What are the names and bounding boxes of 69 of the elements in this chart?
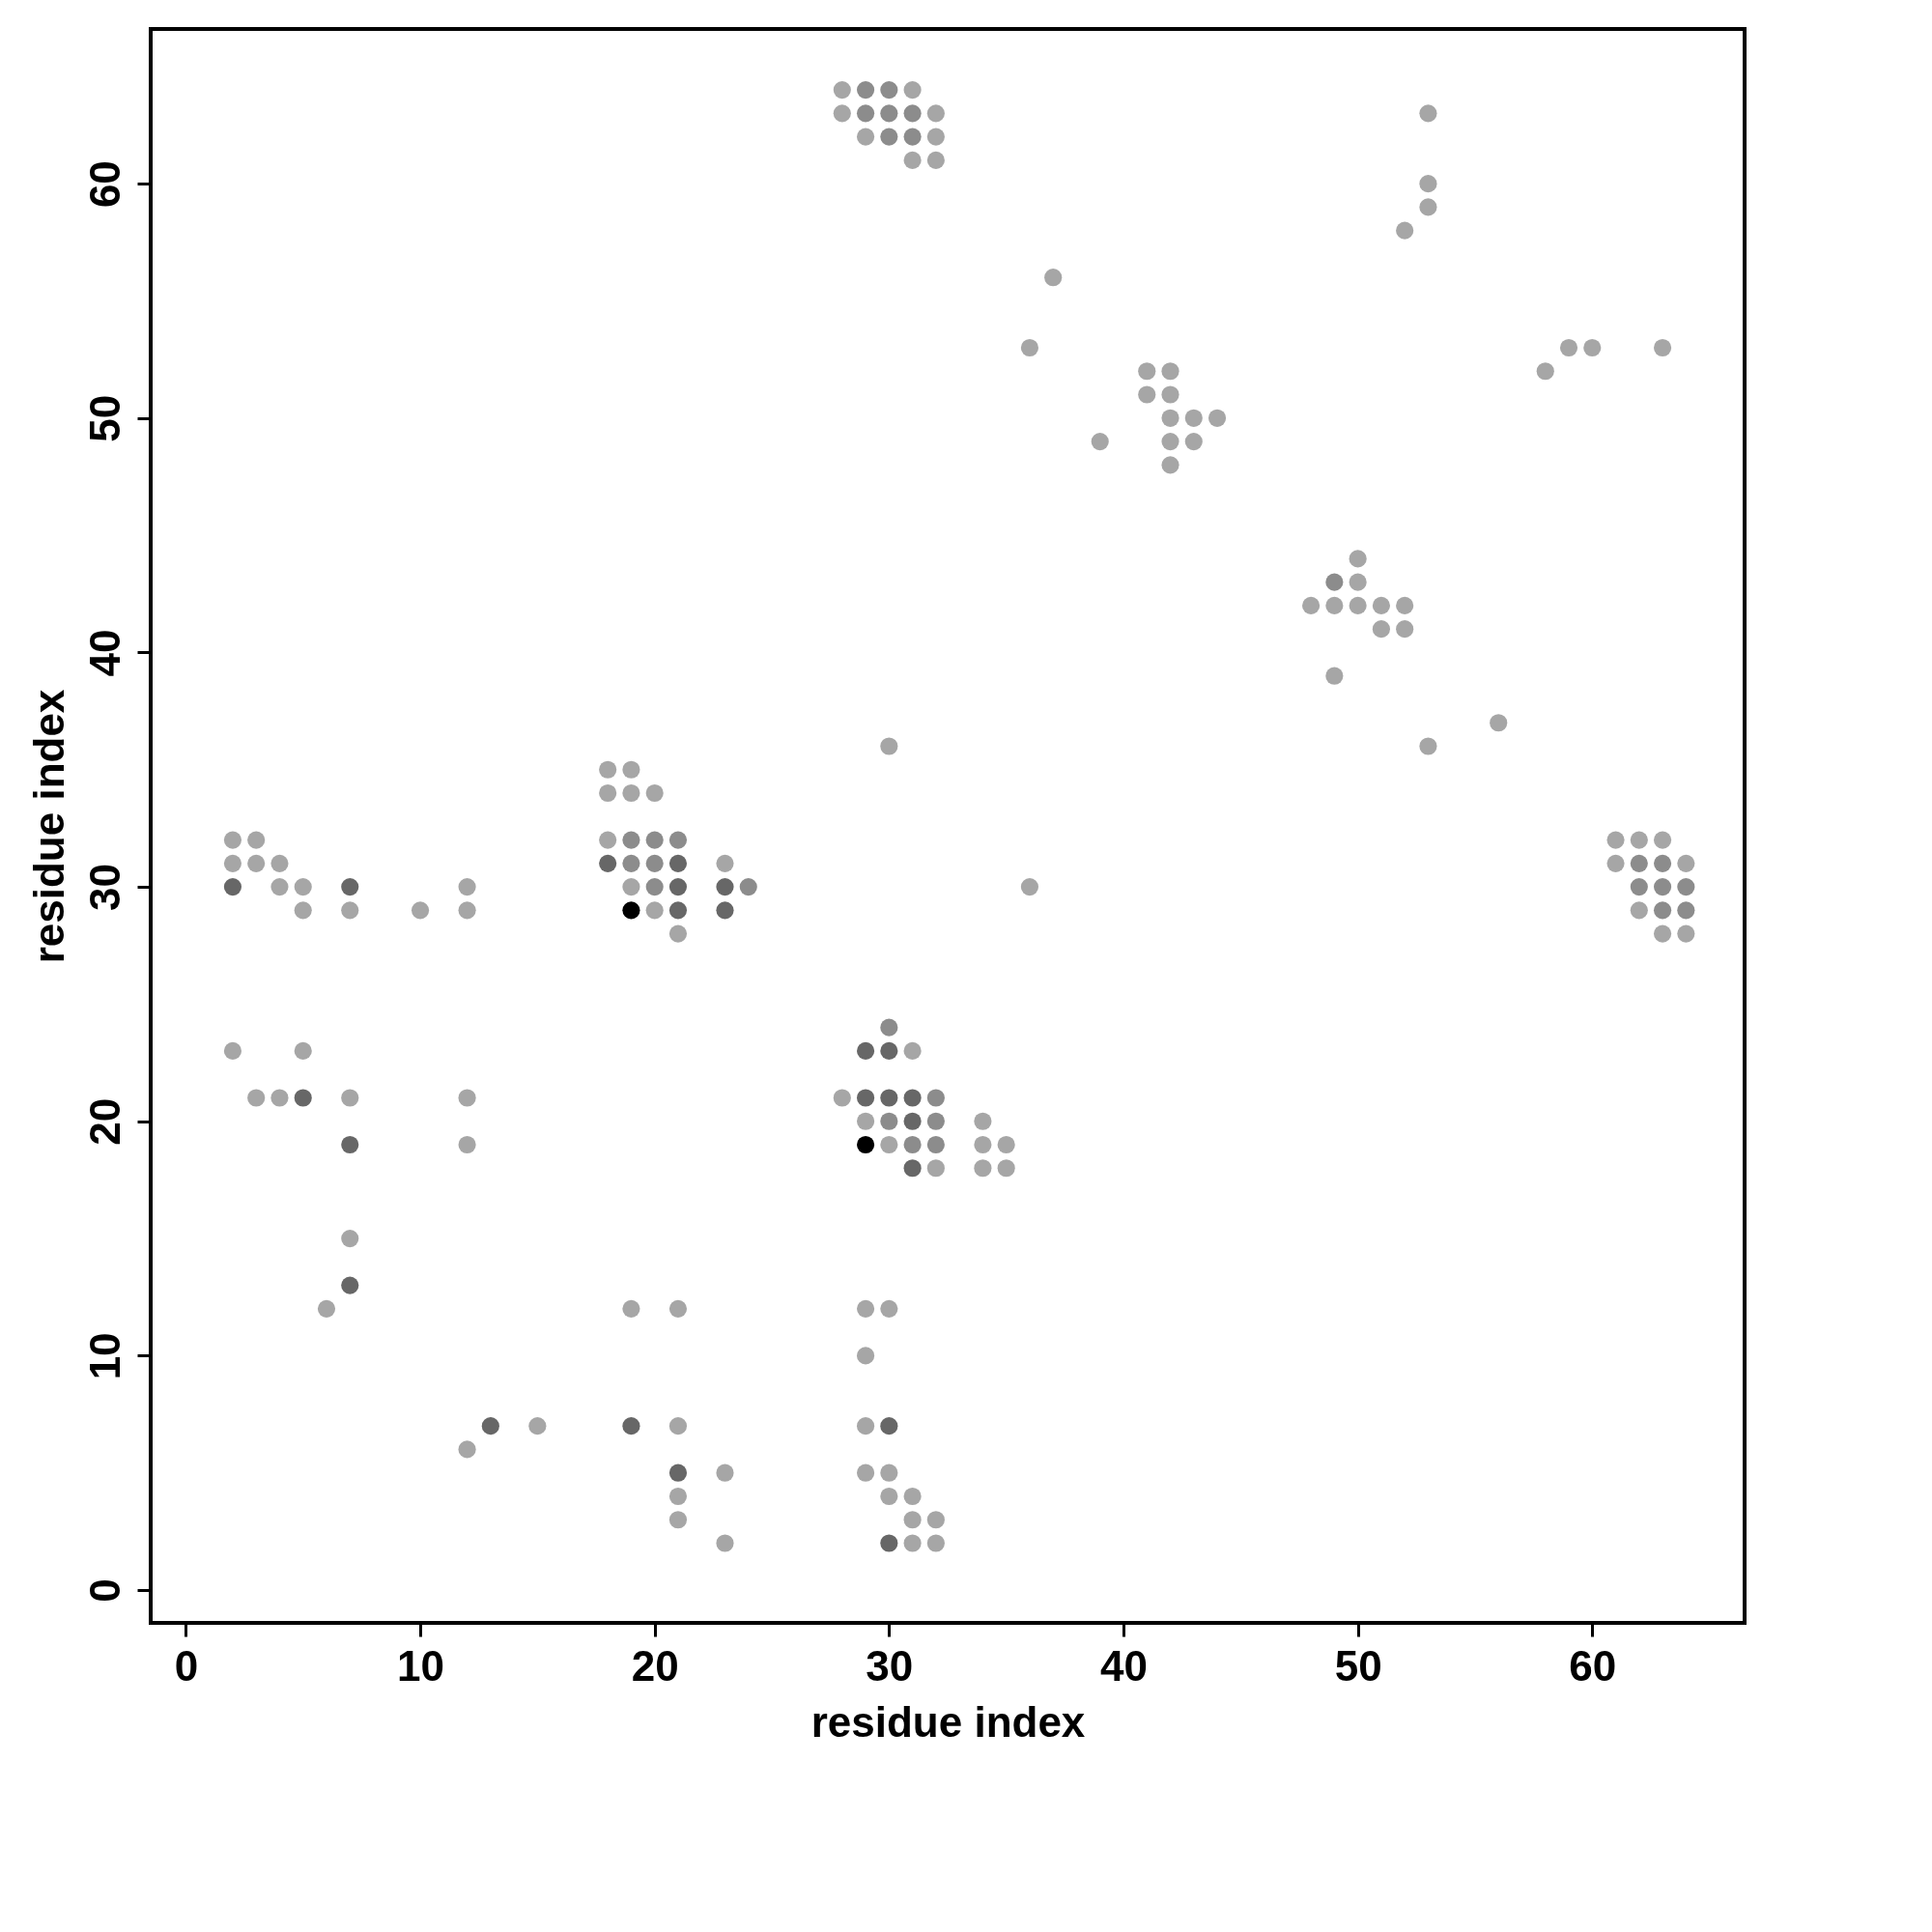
point [856, 104, 875, 123]
point [645, 878, 664, 896]
point [716, 878, 734, 896]
point [739, 878, 757, 896]
point [668, 1463, 688, 1482]
point [903, 1159, 922, 1178]
point [668, 878, 688, 896]
point [880, 81, 898, 99]
point [341, 1135, 359, 1154]
point [622, 1417, 640, 1435]
point [880, 1417, 898, 1435]
y-tick-label: 40 [80, 629, 128, 677]
point [622, 831, 640, 849]
y-tick-label: 0 [80, 1578, 128, 1603]
x-tick-label: 10 [397, 1641, 445, 1690]
point [223, 878, 242, 896]
point [880, 1041, 898, 1061]
point [880, 1112, 898, 1130]
x-axis-title: residue index [810, 1697, 1086, 1746]
point [926, 1089, 945, 1107]
point [1677, 878, 1695, 896]
x-tick-label: 20 [631, 1641, 679, 1690]
point [903, 1135, 922, 1154]
point [1653, 878, 1672, 896]
point [599, 854, 617, 872]
point [1325, 573, 1344, 591]
point [294, 1089, 312, 1107]
y-tick-label: 10 [80, 1332, 128, 1380]
point [926, 1135, 945, 1154]
point [903, 128, 922, 146]
point [645, 854, 664, 872]
x-tick-label: 60 [1569, 1641, 1617, 1690]
point [481, 1417, 499, 1435]
point [856, 1041, 875, 1061]
point [880, 128, 898, 146]
point [1653, 854, 1672, 872]
x-tick-label: 50 [1334, 1641, 1382, 1690]
point [880, 1534, 898, 1552]
point [1630, 878, 1648, 896]
y-tick-label: 60 [80, 160, 128, 209]
point [1653, 901, 1672, 920]
point [645, 831, 664, 849]
point [341, 1276, 359, 1294]
point [880, 104, 898, 123]
point [1677, 901, 1695, 920]
point [903, 1089, 922, 1107]
point [716, 901, 734, 920]
x-tick-label: 40 [1100, 1641, 1148, 1690]
point [856, 1135, 875, 1154]
y-tick-label: 50 [80, 394, 128, 442]
point [622, 854, 640, 872]
point [1630, 854, 1648, 872]
point [622, 901, 640, 920]
point [880, 1018, 898, 1037]
point [668, 854, 688, 872]
point [903, 104, 922, 123]
point [668, 831, 688, 849]
point [668, 901, 688, 920]
point [880, 1089, 898, 1107]
y-axis-title: residue index [24, 689, 72, 964]
point [856, 81, 875, 99]
y-tick-label: 20 [80, 1097, 128, 1146]
point [903, 1112, 922, 1130]
y-tick-label: 30 [80, 864, 128, 912]
x-tick-label: 0 [174, 1641, 199, 1690]
point [926, 1112, 945, 1130]
point [856, 1089, 875, 1107]
point [341, 878, 359, 896]
x-tick-label: 30 [866, 1641, 914, 1690]
